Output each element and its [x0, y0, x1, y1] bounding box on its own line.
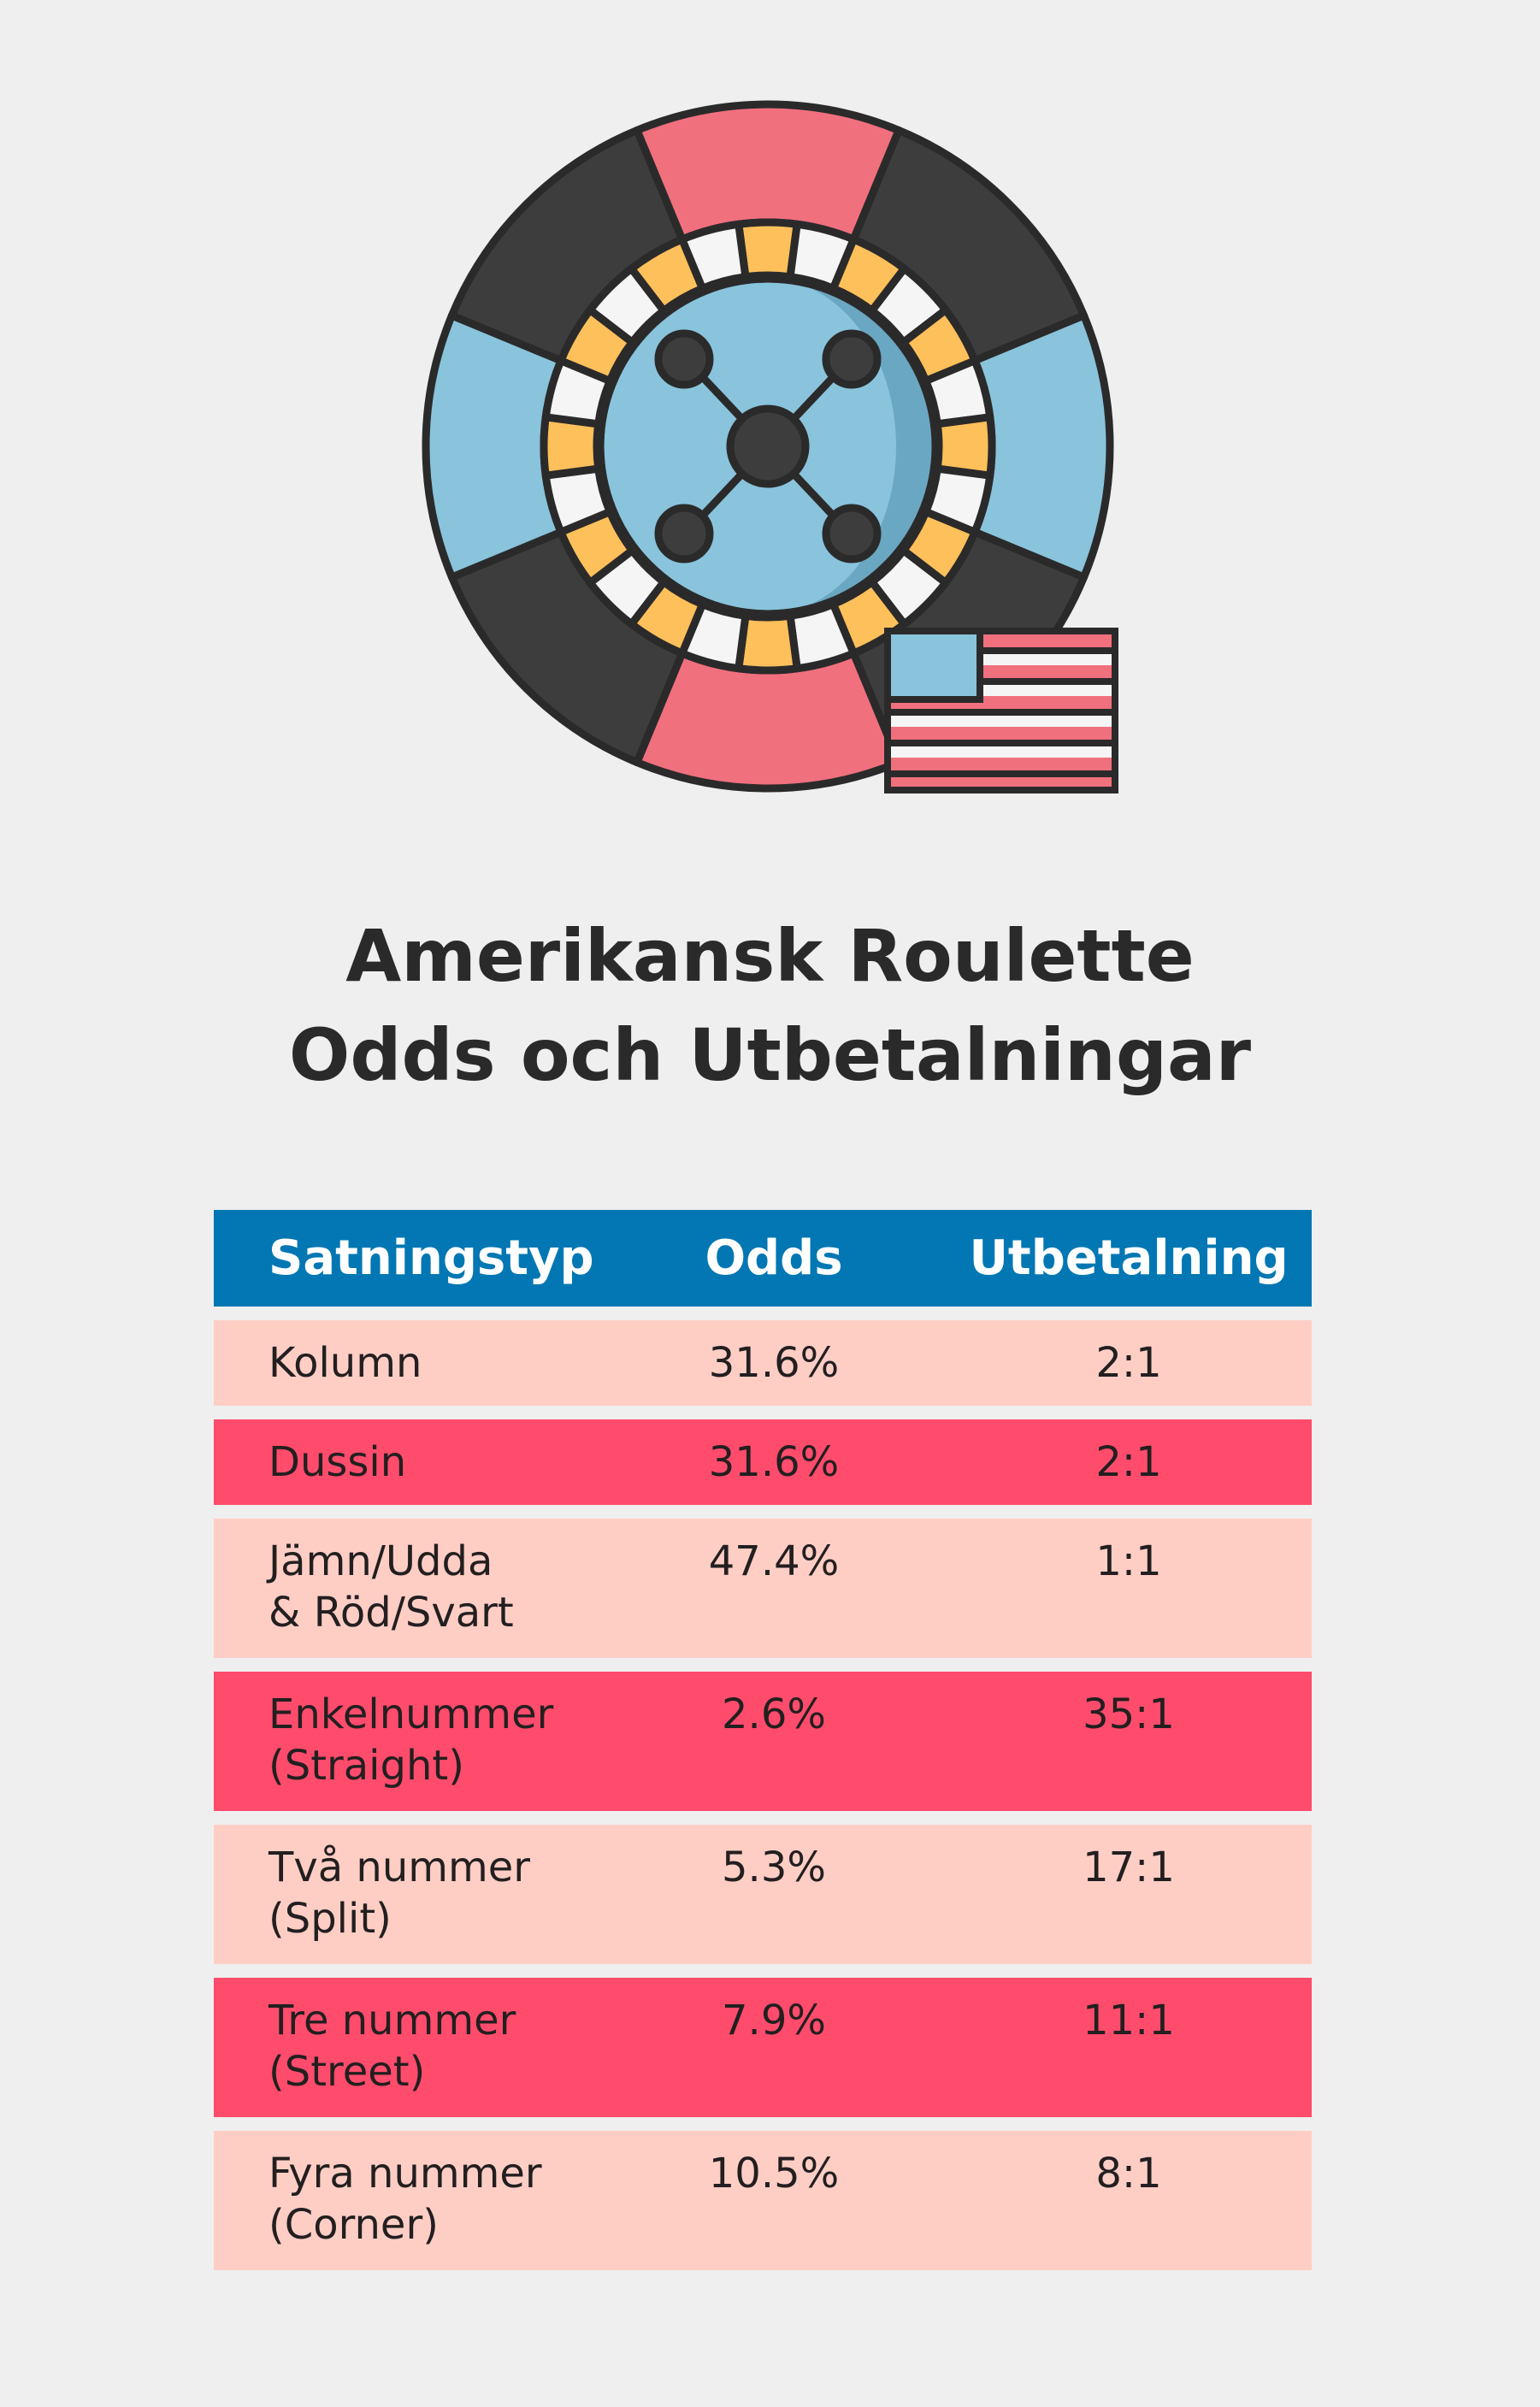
- odds-value: 5.3%: [722, 1844, 826, 1891]
- bet-type-line: Dussin: [268, 1438, 407, 1486]
- bet-type-line: Fyra nummer: [268, 2150, 542, 2198]
- page-title: Amerikansk Roulette Odds och Utbetalning…: [0, 906, 1540, 1105]
- bet-type-line: Kolumn: [268, 1339, 422, 1387]
- bet-type-line: Två nummer: [268, 1844, 531, 1891]
- bet-type: Enkelnummer (Straight): [268, 1689, 553, 1791]
- title-line-2: Odds och Utbetalningar: [288, 1013, 1252, 1097]
- table-row: Fyra nummer (Corner) 10.5% 8:1: [214, 2131, 1312, 2270]
- payout-value: 2:1: [1095, 1438, 1162, 1486]
- odds-value: 2.6%: [722, 1690, 826, 1738]
- bet-type-line: (Street): [268, 2048, 426, 2096]
- bet-type-line: & Röd/Svart: [268, 1589, 514, 1637]
- bet-type-line: (Split): [268, 1895, 392, 1943]
- bet-type-line: (Corner): [268, 2201, 439, 2249]
- table-row: Två nummer (Split) 5.3% 17:1: [214, 1825, 1312, 1964]
- bet-type-line: (Straight): [268, 1742, 464, 1790]
- table-header: Satningstyp Odds Utbetalning: [214, 1210, 1312, 1307]
- table-row: Enkelnummer (Straight) 2.6% 35:1: [214, 1672, 1312, 1811]
- odds-table: Satningstyp Odds Utbetalning Kolumn 31.6…: [214, 1210, 1312, 2270]
- bet-type: Fyra nummer (Corner): [268, 2148, 542, 2251]
- roulette-wheel-icon: [422, 100, 1114, 793]
- table-row: Jämn/Udda & Röd/Svart 47.4% 1:1: [214, 1519, 1312, 1658]
- table-row: Dussin 31.6% 2:1: [214, 1419, 1312, 1505]
- table-row: Tre nummer (Street) 7.9% 11:1: [214, 1978, 1312, 2117]
- bet-type: Två nummer (Split): [268, 1842, 530, 1944]
- payout-value: 35:1: [1083, 1690, 1175, 1738]
- payout-value: 1:1: [1095, 1537, 1162, 1585]
- bet-type-line: Jämn/Udda: [268, 1537, 493, 1585]
- payout-value: 11:1: [1083, 1997, 1175, 2044]
- bet-type-line: Tre nummer: [268, 1997, 516, 2044]
- roulette-illustration: [422, 100, 1118, 793]
- odds-value: 10.5%: [708, 2150, 840, 2198]
- bet-type: Dussin: [268, 1437, 406, 1488]
- header-bet-type: Satningstyp: [268, 1230, 594, 1286]
- payout-value: 17:1: [1083, 1844, 1175, 1891]
- odds-value: 31.6%: [708, 1438, 840, 1486]
- odds-value: 31.6%: [708, 1339, 840, 1387]
- us-flag-icon: [884, 628, 1118, 793]
- table-row: Kolumn 31.6% 2:1: [214, 1320, 1312, 1406]
- bet-type: Jämn/Udda & Röd/Svart: [268, 1536, 514, 1638]
- bet-type-line: Enkelnummer: [268, 1690, 554, 1738]
- odds-value: 47.4%: [708, 1537, 840, 1585]
- payout-value: 2:1: [1095, 1339, 1162, 1387]
- payout-value: 8:1: [1095, 2150, 1162, 2198]
- bet-type: Kolumn: [268, 1337, 422, 1389]
- bet-type: Tre nummer (Street): [268, 1995, 516, 2097]
- title-line-1: Amerikansk Roulette: [345, 914, 1195, 998]
- header-odds: Odds: [705, 1230, 843, 1286]
- header-payout: Utbetalning: [969, 1230, 1289, 1286]
- odds-value: 7.9%: [722, 1997, 826, 2044]
